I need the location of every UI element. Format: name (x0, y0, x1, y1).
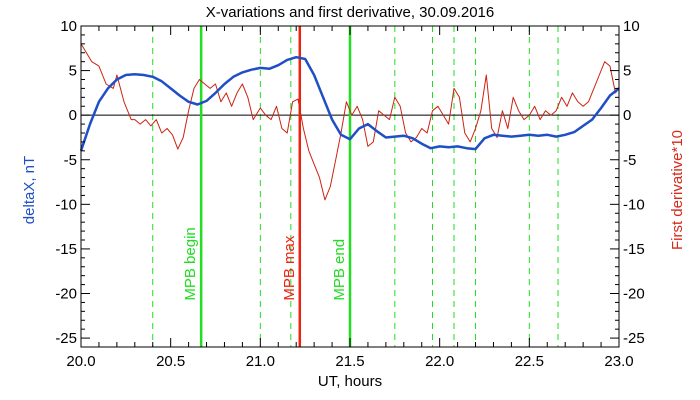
y-right-tick-label: -20 (623, 286, 645, 303)
y-right-tick-label: -15 (623, 241, 645, 258)
y-right-tick-label: -5 (623, 152, 636, 169)
chart-title: X-variations and first derivative, 30.09… (206, 4, 495, 21)
x-tick-label: 21.5 (335, 353, 364, 370)
mpb-marker-label: MPB end (331, 239, 348, 301)
series-line-deltax (79, 55, 620, 152)
labels-layer: 20.0 20.5 21.0 21.5 22.0 22.5 23.0 10 10 5 5 0 0 -5 -5… (55, 18, 644, 370)
x-tick-label: 23.0 (604, 353, 633, 370)
axes-layer (80, 25, 620, 348)
y-left-tick-label: 0 (69, 107, 77, 124)
y-axis-left-title: deltaX, nT (21, 156, 38, 224)
x-tick-label: 22.5 (515, 353, 544, 370)
y-left-tick-label: -20 (55, 286, 77, 303)
marker-layer (81, 26, 619, 347)
y-right-tick-label: -10 (623, 196, 645, 213)
y-left-tick-label: 10 (60, 18, 77, 35)
series-line-derivative (80, 43, 620, 201)
y-left-tick-label: -10 (55, 196, 77, 213)
mpb-marker-label: MPB max (281, 235, 298, 301)
x-tick-label: 22.0 (425, 353, 454, 370)
y-left-tick-label: -5 (64, 152, 77, 169)
x-tick-label: 20.5 (156, 353, 185, 370)
y-left-tick-label: -15 (55, 241, 77, 258)
series-layer (79, 43, 620, 201)
y-right-tick-label: 0 (623, 107, 631, 124)
y-right-tick-label: -25 (623, 330, 645, 347)
y-right-tick-label: 5 (623, 63, 631, 80)
x-tick-label: 21.0 (246, 353, 275, 370)
y-right-tick-label: 10 (623, 18, 640, 35)
x-tick-label: 20.0 (66, 353, 95, 370)
y-axis-right-title: First derivative*10 (669, 130, 686, 250)
x-axis-title: UT, hours (318, 373, 382, 390)
mpb-marker-label: MPB begin (182, 227, 199, 300)
y-left-tick-label: 5 (69, 63, 77, 80)
y-left-tick-label: -25 (55, 330, 77, 347)
